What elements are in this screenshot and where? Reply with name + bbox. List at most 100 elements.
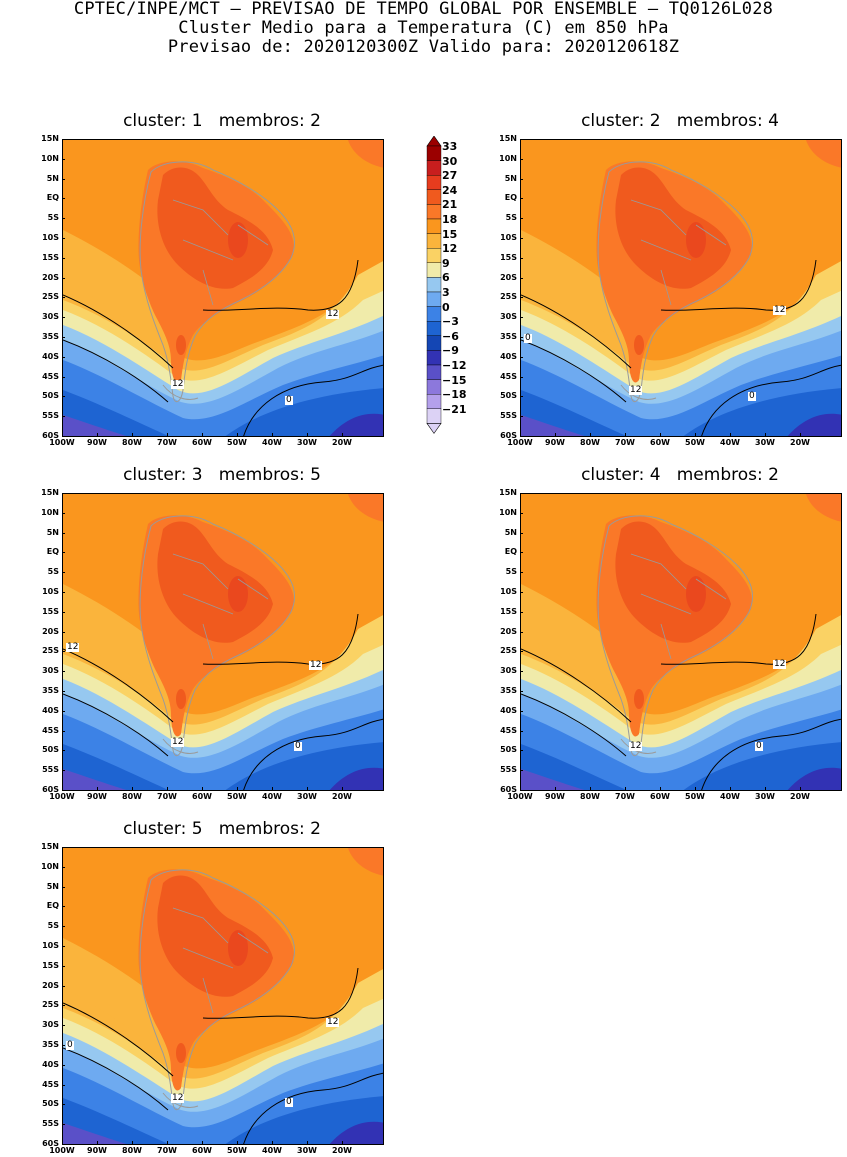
longitude-tick xyxy=(202,787,203,790)
longitude-label: 40W xyxy=(262,792,282,801)
longitude-label: 20W xyxy=(332,438,352,447)
longitude-label: 60W xyxy=(650,438,670,447)
latitude-tick xyxy=(62,396,65,398)
colorbar-label: −12 xyxy=(442,359,467,372)
latitude-label: 5N xyxy=(46,881,59,891)
longitude-label: 90W xyxy=(87,438,107,447)
latitude-tick xyxy=(62,493,65,494)
latitude-label: 40S xyxy=(500,705,517,715)
latitude-tick xyxy=(62,671,65,673)
latitude-label: 55S xyxy=(500,411,517,421)
longitude-tick xyxy=(237,433,238,436)
latitude-label: 30S xyxy=(42,312,59,322)
latitude-label: 10S xyxy=(42,941,59,950)
contour-label: 12 xyxy=(171,737,185,747)
longitude-label: 100W xyxy=(49,1146,75,1155)
latitude-label: 45S xyxy=(500,371,517,381)
contour-label: 12 xyxy=(629,385,643,395)
latitude-tick xyxy=(520,416,523,418)
latitude-label: 15N xyxy=(41,488,59,497)
latitude-label: EQ xyxy=(504,193,517,203)
longitude-tick xyxy=(590,787,591,790)
longitude-label: 100W xyxy=(507,792,533,801)
longitude-label: 80W xyxy=(580,438,600,447)
panel-title: cluster: 4 membros: 2 xyxy=(581,465,779,485)
latitude-tick xyxy=(520,317,523,319)
latitude-tick xyxy=(62,906,65,908)
longitude-tick xyxy=(97,1141,98,1144)
header-line-2: Cluster Medio para a Temperatura (C) em … xyxy=(178,18,669,38)
longitude-label: 30W xyxy=(755,438,775,447)
latitude-tick xyxy=(62,1025,65,1027)
latitude-tick xyxy=(62,750,65,752)
contour-label: 0 xyxy=(524,333,532,343)
colorbar-label: 24 xyxy=(442,183,458,197)
temperature-map: 12 12 0 xyxy=(62,139,384,437)
colorbar-label: −21 xyxy=(442,402,467,416)
longitude-tick xyxy=(625,787,626,790)
latitude-tick xyxy=(520,178,523,180)
contour-label: 12 xyxy=(773,305,787,315)
latitude-label: 55S xyxy=(500,765,517,775)
contour-label: 12 xyxy=(773,659,787,669)
longitude-tick xyxy=(590,433,591,436)
longitude-label: 30W xyxy=(297,1146,317,1155)
latitude-label: 20S xyxy=(500,272,517,282)
colorbar-label: −18 xyxy=(442,388,467,402)
temperature-map: 12 12 12 0 xyxy=(62,493,384,791)
latitude-label: 15N xyxy=(41,842,59,851)
longitude-tick xyxy=(132,433,133,436)
latitude-label: 10S xyxy=(500,587,517,596)
latitude-tick xyxy=(520,651,523,653)
latitude-label: 55S xyxy=(42,765,59,775)
latitude-tick xyxy=(62,376,65,378)
latitude-tick xyxy=(520,356,523,358)
contour-label: 0 xyxy=(748,391,756,401)
longitude-label: 70W xyxy=(615,438,635,447)
longitude-tick xyxy=(237,1141,238,1144)
longitude-label: 80W xyxy=(122,438,142,447)
latitude-tick xyxy=(62,198,65,200)
longitude-label: 70W xyxy=(157,1146,177,1155)
latitude-tick xyxy=(62,572,65,574)
latitude-label: 40S xyxy=(500,351,517,361)
latitude-tick xyxy=(520,691,523,692)
latitude-tick xyxy=(62,847,65,848)
contour-label: 12 xyxy=(171,379,185,389)
latitude-label: EQ xyxy=(504,547,517,557)
longitude-label: 20W xyxy=(790,438,810,447)
longitude-tick xyxy=(167,787,168,790)
latitude-tick xyxy=(62,238,65,239)
latitude-label: 15S xyxy=(500,252,517,262)
longitude-tick xyxy=(342,787,343,790)
latitude-label: 5S xyxy=(505,213,517,223)
longitude-tick xyxy=(62,787,63,790)
colorbar-label: 33 xyxy=(442,140,458,153)
colorbar-label: 18 xyxy=(442,213,458,226)
latitude-tick xyxy=(62,866,65,868)
latitude-tick xyxy=(520,631,523,633)
longitude-label: 50W xyxy=(685,438,705,447)
contour-label: 0 xyxy=(66,1040,74,1050)
latitude-label: 60S xyxy=(500,431,517,440)
longitude-label: 90W xyxy=(545,792,565,801)
latitude-label: 40S xyxy=(42,1059,59,1069)
longitude-tick xyxy=(625,433,626,436)
longitude-label: 60W xyxy=(192,792,212,801)
longitude-tick xyxy=(555,433,556,436)
latitude-label: 45S xyxy=(42,371,59,381)
contour-label: 12 xyxy=(66,642,80,652)
longitude-label: 100W xyxy=(49,792,75,801)
colorbar-label: 6 xyxy=(442,271,450,285)
latitude-tick xyxy=(520,198,523,200)
latitude-label: 10N xyxy=(499,507,517,517)
latitude-label: 5S xyxy=(505,567,517,577)
latitude-label: 5N xyxy=(46,527,59,537)
temperature-map: 12 12 0 xyxy=(520,493,842,791)
latitude-tick xyxy=(62,532,65,534)
latitude-tick xyxy=(62,611,65,613)
latitude-tick xyxy=(62,1045,65,1046)
latitude-tick xyxy=(62,552,65,554)
latitude-label: 15S xyxy=(500,606,517,616)
longitude-tick xyxy=(660,787,661,790)
